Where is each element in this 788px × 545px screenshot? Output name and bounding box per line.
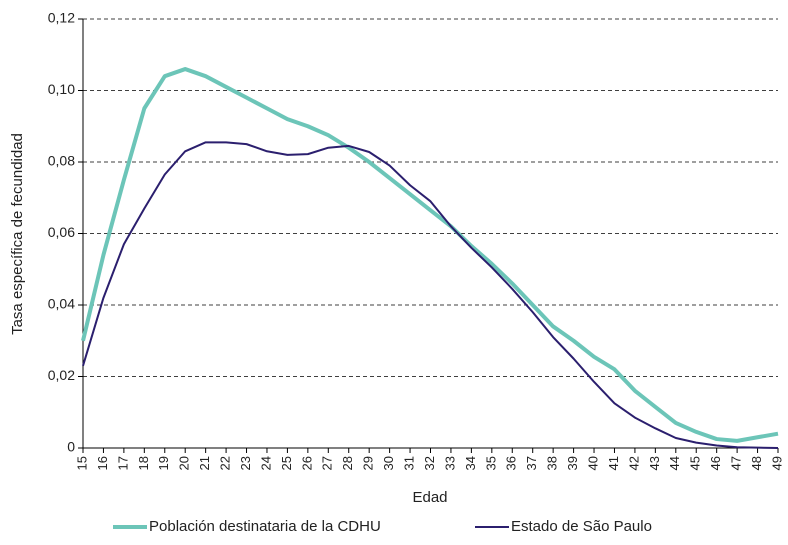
x-tick-label: 33 [442,456,457,470]
x-tick-label: 42 [626,456,641,470]
x-tick-label: 22 [218,456,233,470]
x-tick-label: 32 [422,456,437,470]
x-tick-label: 16 [95,456,110,470]
legend-label: Estado de São Paulo [511,518,652,535]
x-tick-label: 47 [729,456,744,470]
x-tick-label: 43 [647,456,662,470]
y-tick-label: 0,10 [48,81,75,97]
x-tick-label: 18 [136,456,151,470]
x-tick-label: 24 [258,456,273,470]
x-axis-label: Edad [412,489,447,506]
x-tick-label: 46 [708,456,723,470]
y-axis-label: Tasa específica de fecundidad [9,133,26,335]
x-tick-label: 30 [381,456,396,470]
y-tick-label: 0,06 [48,224,75,240]
x-tick-label: 29 [361,456,376,470]
x-tick-label: 44 [667,456,682,470]
x-tick-label: 28 [340,456,355,470]
y-tick-label: 0,02 [48,367,75,383]
x-tick-label: 17 [115,456,130,470]
x-tick-label: 38 [545,456,560,470]
x-tick-label: 40 [585,456,600,470]
y-tick-label: 0,04 [48,296,75,312]
x-tick-label: 21 [197,456,212,470]
series-line [82,141,779,449]
legend-label: Población destinataria de la CDHU [149,518,381,535]
x-tick-label: 37 [524,456,539,470]
x-tick-label: 34 [463,456,478,470]
x-tick-label: 41 [606,456,621,470]
x-tick-label: 31 [401,456,416,470]
x-tick-label: 27 [320,456,335,470]
x-tick-label: 35 [483,456,498,470]
x-tick-label: 20 [177,456,192,470]
y-tick-label: 0,08 [48,153,75,169]
y-tick-label: 0 [67,439,75,455]
y-tick-label: 0,12 [48,10,75,26]
x-tick-label: 36 [504,456,519,470]
x-tick-label: 39 [565,456,580,470]
x-tick-label: 19 [156,456,171,470]
x-tick-label: 48 [749,456,764,470]
x-tick-label: 15 [74,456,89,470]
x-tick-label: 26 [299,456,314,470]
x-tick-label: 45 [688,456,703,470]
x-tick-label: 23 [238,456,253,470]
series-line [81,67,779,443]
x-tick-label: 49 [769,456,784,470]
x-tick-label: 25 [279,456,294,470]
